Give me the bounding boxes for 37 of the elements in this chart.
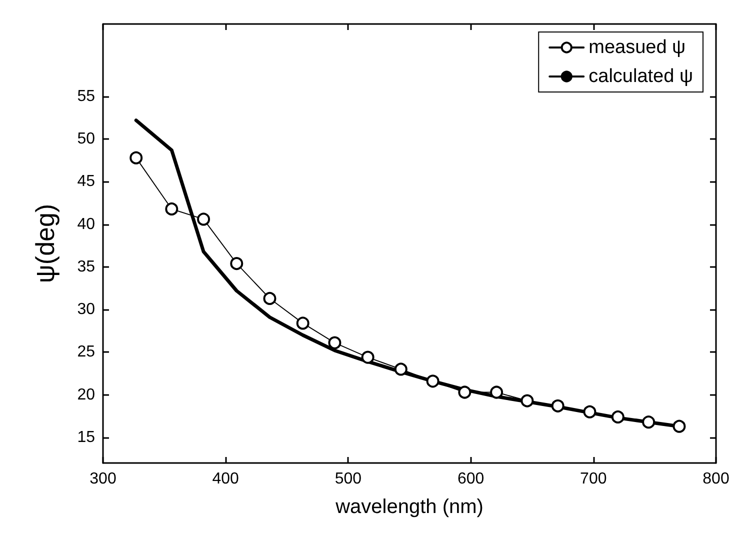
y-tick-label: 20 [77, 386, 96, 404]
point [426, 374, 440, 388]
y-tick-label: 30 [77, 301, 96, 318]
y-axis-title: ψ(deg) [30, 204, 60, 284]
point [672, 420, 686, 433]
point [328, 336, 342, 350]
y-tick-label: 15 [77, 428, 96, 446]
point [263, 292, 276, 305]
x-tick-label: 500 [334, 470, 362, 488]
y-tick-label: 45 [77, 173, 96, 190]
point [197, 212, 210, 226]
y-tick-label: 25 [77, 344, 96, 361]
point [490, 386, 504, 399]
point [520, 394, 534, 408]
x-tick-label: 300 [90, 470, 116, 488]
point [130, 151, 143, 164]
y-tick-label: 50 [77, 130, 96, 148]
point [230, 257, 244, 270]
point [583, 405, 596, 418]
y-tick-label: 55 [77, 88, 96, 105]
x-axis-title: wavelength (nm) [334, 496, 484, 518]
y-tick-label: 35 [77, 258, 96, 276]
point [165, 202, 178, 216]
point [642, 416, 656, 429]
point [361, 350, 374, 364]
x-tick-label: 700 [580, 470, 607, 488]
point [296, 316, 310, 330]
point [551, 399, 564, 412]
legend-label: calculated ψ [588, 66, 694, 87]
x-tick-label: 400 [212, 470, 240, 488]
y-tick-label: 40 [77, 216, 96, 233]
point [458, 386, 472, 399]
point [394, 362, 408, 376]
point [611, 410, 624, 424]
x-tick-label: 800 [702, 470, 730, 488]
x-tick-label: 600 [457, 470, 484, 488]
legend-label: measued ψ [588, 37, 686, 58]
